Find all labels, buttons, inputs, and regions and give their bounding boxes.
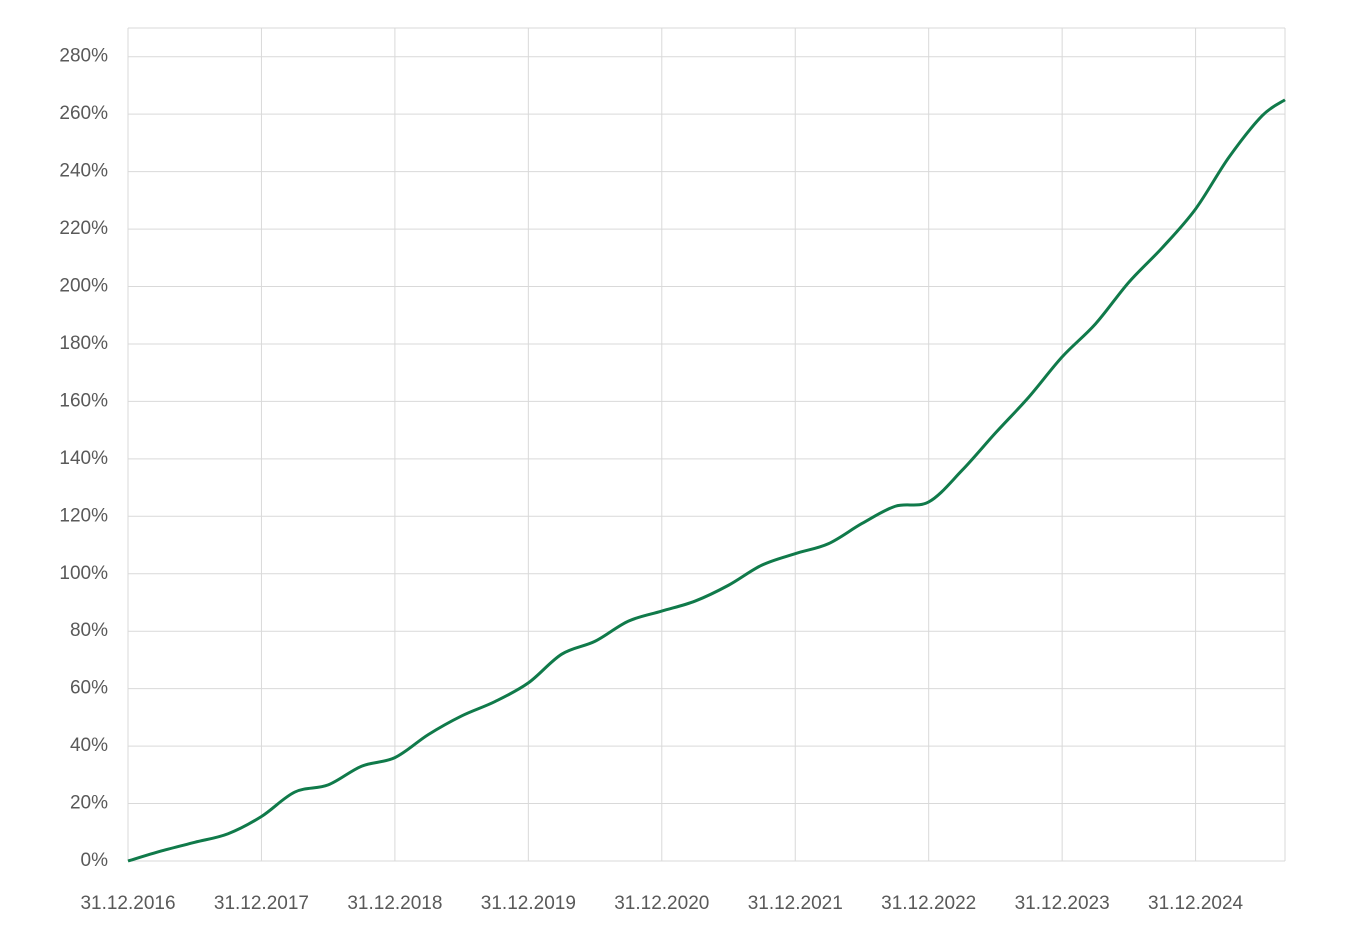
y-tick-label: 160% xyxy=(59,390,108,411)
x-tick-label: 31.12.2020 xyxy=(614,893,709,914)
y-tick-label: 260% xyxy=(59,103,108,124)
x-tick-label: 31.12.2024 xyxy=(1148,893,1244,914)
line-series xyxy=(127,98,1286,863)
y-tick-label: 120% xyxy=(59,505,108,526)
y-tick-label: 60% xyxy=(70,678,108,699)
y-tick-label: 200% xyxy=(59,276,108,297)
y-tick-label: 180% xyxy=(59,333,108,354)
y-tick-label: 40% xyxy=(70,735,108,756)
y-tick-label: 240% xyxy=(59,161,108,182)
y-tick-label: 100% xyxy=(59,563,108,584)
x-tick-label: 31.12.2016 xyxy=(80,893,175,914)
x-tick-label: 31.12.2021 xyxy=(748,893,843,914)
y-tick-label: 220% xyxy=(59,218,108,239)
x-tick-label: 31.12.2018 xyxy=(347,893,442,914)
y-tick-label: 140% xyxy=(59,448,108,469)
y-tick-label: 20% xyxy=(70,793,108,814)
x-tick-label: 31.12.2023 xyxy=(1015,893,1110,914)
y-tick-label: 80% xyxy=(70,620,108,641)
y-tick-label: 280% xyxy=(59,46,108,67)
x-tick-label: 31.12.2017 xyxy=(214,893,309,914)
y-tick-label: 0% xyxy=(81,850,109,871)
x-tick-label: 31.12.2022 xyxy=(881,893,976,914)
x-tick-label: 31.12.2019 xyxy=(481,893,576,914)
